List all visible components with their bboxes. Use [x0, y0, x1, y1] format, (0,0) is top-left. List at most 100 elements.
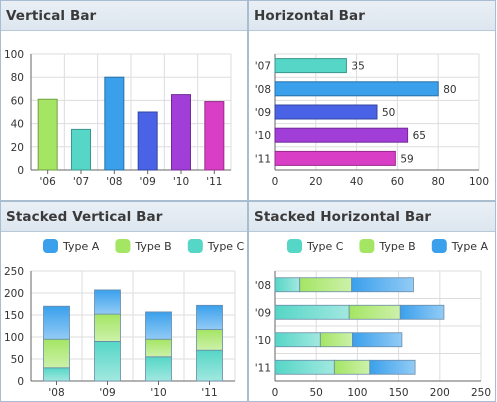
bar-segment	[196, 304, 223, 330]
x-tick-label: '06	[40, 176, 57, 188]
legend-label: Type B	[134, 240, 171, 253]
vertical-bar-chart: 0 20 40 60 80 100 '06 '07 '08 '09 '10 '11	[4, 49, 232, 188]
y-tick-label: 150	[4, 310, 24, 322]
y-tick-label: '10	[255, 335, 271, 347]
y-tick-label: 80	[11, 72, 24, 84]
bar	[274, 150, 396, 166]
x-tick-label: '09	[140, 176, 156, 188]
bar-segment	[274, 359, 335, 375]
bar	[274, 81, 439, 97]
y-tick-label: '09	[255, 107, 271, 119]
legend-label: Type B	[378, 240, 415, 253]
y-tick-label: '11	[255, 362, 271, 374]
legend-label: Type C	[306, 240, 344, 253]
x-tick-label: '10	[173, 176, 189, 188]
bar-segment	[351, 277, 414, 293]
value-label: 50	[382, 107, 395, 119]
y-tick-label: 50	[11, 354, 24, 366]
bar-segment	[94, 313, 121, 342]
legend-swatch	[187, 239, 203, 253]
bar-segment	[274, 332, 321, 348]
y-tick-label: '08	[255, 280, 271, 292]
x-tick-label: 100	[469, 176, 489, 188]
x-tick-label: '07	[73, 176, 89, 188]
legend-label: Type A	[62, 240, 100, 253]
x-tick-label: 0	[272, 176, 279, 188]
bar-segment	[369, 359, 416, 375]
bar-segment	[333, 359, 371, 375]
x-tick-label: '11	[201, 387, 217, 399]
legend-label: Type C	[207, 240, 245, 253]
bar	[171, 94, 191, 171]
x-tick-label: '08	[48, 387, 64, 399]
bar	[104, 76, 125, 171]
x-tick-label: 100	[347, 387, 367, 399]
bar-segment	[319, 332, 353, 348]
bar-segment	[274, 277, 301, 293]
bar-segment	[43, 305, 70, 340]
stacked-horizontal-bar-chart: Type C Type B Type A 0 50 100 150 200 250 '08 '09 '…	[255, 239, 491, 399]
bar	[37, 98, 58, 171]
bar-segment	[348, 304, 401, 320]
legend-swatch	[115, 239, 131, 253]
value-label: 35	[351, 61, 364, 73]
y-tick-label: 200	[4, 288, 24, 300]
x-tick-label: 150	[389, 387, 409, 399]
bar-segment	[145, 338, 172, 358]
x-tick-label: 50	[310, 387, 323, 399]
x-tick-label: '11	[206, 176, 222, 188]
bar-segment	[43, 367, 70, 382]
legend-swatch	[431, 239, 447, 253]
bar	[204, 101, 225, 171]
horizontal-bar-panel: Horizontal Bar 0 20 40 60 80 100 35 '07 80 '08 50 '…	[248, 0, 496, 201]
bar-segment	[43, 338, 70, 369]
horizontal-bar-chart: 0 20 40 60 80 100 35 '07 80 '08 50 '09 65 '10 59 '11	[255, 53, 489, 188]
y-tick-label: 60	[11, 95, 24, 107]
x-tick-label: '10	[150, 387, 166, 399]
y-tick-label: 20	[11, 142, 24, 154]
x-tick-label: 200	[430, 387, 450, 399]
y-tick-label: 100	[4, 332, 24, 344]
panel-title: Horizontal Bar	[249, 1, 495, 31]
y-tick-label: 250	[4, 266, 24, 278]
bar	[274, 58, 347, 74]
y-tick-label: '11	[255, 153, 271, 165]
panel-title: Vertical Bar	[1, 1, 247, 31]
y-tick-label: 40	[11, 119, 24, 131]
stacked-vertical-bar-chart: Type A Type B Type C 0 50 100 150 200 250 '08 '09 '…	[4, 239, 245, 399]
bar-segment	[299, 277, 353, 293]
bar-segment	[196, 349, 223, 382]
value-label: 65	[413, 130, 426, 142]
bar-segment	[145, 356, 172, 382]
bar-segment	[94, 289, 121, 315]
value-label: 80	[443, 84, 456, 96]
y-tick-label: '09	[255, 307, 271, 319]
x-tick-label: '08	[106, 176, 122, 188]
bar	[71, 128, 91, 171]
legend-swatch	[287, 239, 302, 253]
bar-segment	[399, 304, 445, 320]
value-label: 59	[400, 153, 413, 165]
y-tick-label: 100	[4, 49, 24, 61]
stacked-vertical-bar-panel: Stacked Vertical Bar Type A Type B Type C 0…	[0, 201, 248, 402]
bar-segment	[145, 311, 172, 340]
y-tick-label: '07	[255, 61, 271, 73]
legend-swatch	[43, 239, 58, 253]
bar-segment	[196, 329, 223, 351]
x-tick-label: 20	[309, 176, 322, 188]
stacked-horizontal-bar-panel: Stacked Horizontal Bar Type C Type B Type …	[248, 201, 496, 402]
bar	[274, 127, 409, 143]
x-tick-label: 80	[432, 176, 445, 188]
bar-segment	[352, 332, 403, 348]
bar-segment	[94, 341, 121, 382]
legend-label: Type A	[451, 240, 489, 253]
panel-title: Stacked Horizontal Bar	[249, 202, 495, 232]
legend-swatch	[359, 239, 375, 253]
y-tick-label: 0	[17, 165, 24, 177]
y-tick-label: '10	[255, 130, 271, 142]
y-tick-label: '08	[255, 84, 271, 96]
bar	[137, 111, 158, 171]
vertical-bar-panel: Vertical Bar 0 20 40 60 80 100 '06 '07 '08 '09 '10…	[0, 0, 248, 201]
x-tick-label: 0	[272, 387, 279, 399]
panel-title: Stacked Vertical Bar	[1, 202, 247, 232]
